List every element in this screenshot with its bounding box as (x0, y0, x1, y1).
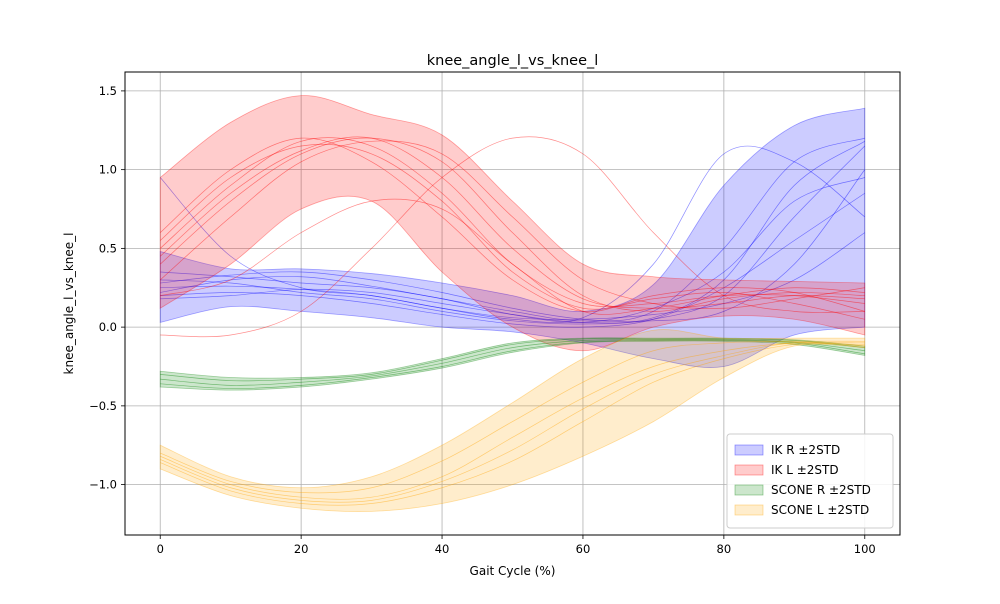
trial-curve (160, 232, 865, 320)
legend-swatch (734, 444, 764, 456)
confidence-band (159, 95, 866, 352)
legend: IK R ±2STD IK L ±2STD SCONE R ±2STD SCONE L… (726, 433, 894, 529)
trial-curve (160, 339, 865, 389)
trial-curve (160, 145, 866, 325)
trial-curve (160, 341, 865, 500)
x-tick-label: 100 (854, 542, 876, 556)
trial-curve (160, 338, 865, 382)
confidence-band (159, 329, 866, 512)
y-tick-label: 0.0 (99, 320, 117, 334)
trial-curve (160, 343, 865, 506)
trial-curve (160, 339, 865, 386)
legend-swatch (734, 504, 764, 516)
trial-curve (159, 140, 865, 309)
trial-curve (159, 145, 865, 323)
y-axis-label: knee_angle_l_vs_knee_l (62, 233, 76, 375)
legend-swatch (734, 464, 764, 476)
x-tick-label: 0 (157, 542, 164, 556)
trial-curve (159, 143, 865, 320)
trial-curve (160, 140, 865, 324)
legend-label: SCONE L ±2STD (771, 503, 869, 517)
trial-curve (160, 136, 865, 338)
y-tick-label: 1.5 (99, 84, 117, 98)
trial-curve (160, 198, 865, 315)
y-tick-label: 0.5 (99, 241, 117, 255)
trial-curve (160, 340, 865, 494)
x-tick-label: 60 (576, 542, 591, 556)
y-tick-label: 1.0 (99, 163, 117, 177)
legend-label: IK L ±2STD (771, 463, 839, 477)
series-2 (159, 337, 866, 391)
series-1 (159, 95, 866, 352)
x-tick-label: 40 (435, 542, 450, 556)
chart-title: knee_angle_l_vs_knee_l (427, 53, 599, 69)
legend-label: IK R ±2STD (771, 443, 840, 457)
confidence-band (159, 107, 866, 368)
plot-frame (124, 71, 901, 536)
series-0 (159, 107, 866, 368)
legend-label: SCONE R ±2STD (771, 483, 871, 497)
x-tick-label: 20 (294, 542, 309, 556)
trial-curve (160, 342, 865, 503)
ticks: 0 20 40 60 80 100 −1.0 −0.5 0.0 0.5 1.0 1.5 (89, 84, 876, 556)
x-tick-label: 80 (717, 542, 732, 556)
trial-curve (159, 136, 865, 309)
y-tick-label: −0.5 (89, 399, 117, 413)
series-layer (159, 95, 866, 512)
legend-box (726, 433, 894, 529)
trial-curve (159, 137, 865, 312)
confidence-band (159, 337, 866, 391)
x-axis-label: Gait Cycle (%) (470, 564, 556, 578)
trial-curve (160, 137, 865, 322)
trial-curve (159, 137, 865, 313)
trial-curve (159, 137, 865, 308)
trial-curve (160, 177, 865, 323)
y-tick-label: −1.0 (89, 478, 117, 492)
trial-curve (160, 192, 865, 328)
legend-swatch (734, 484, 764, 496)
series-3 (159, 329, 866, 512)
trial-curve (160, 169, 866, 322)
